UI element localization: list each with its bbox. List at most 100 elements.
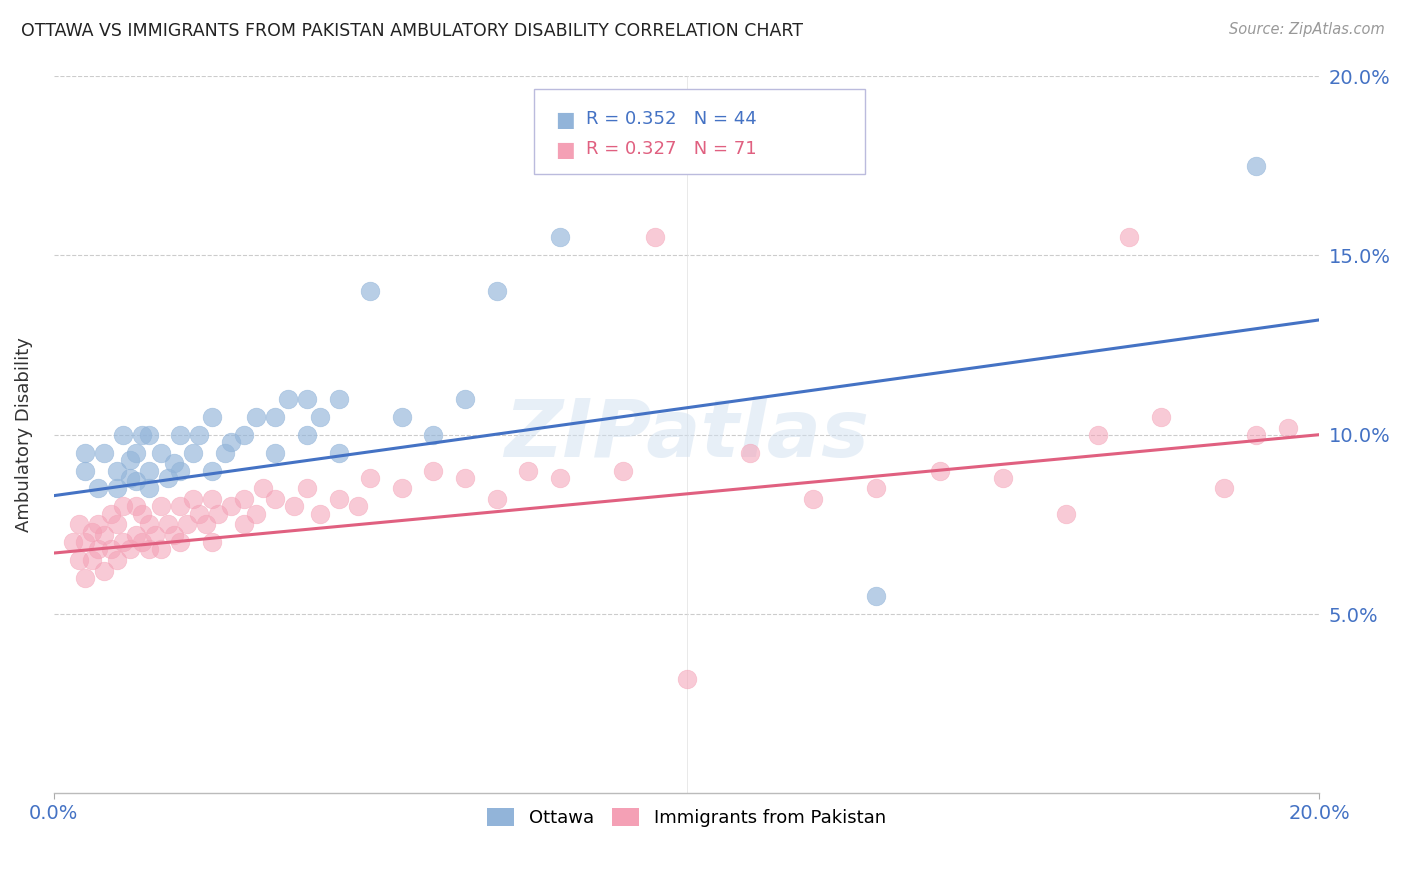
Point: [264, 445, 287, 459]
Text: R = 0.352   N = 44: R = 0.352 N = 44: [586, 110, 756, 128]
Point: [612, 464, 634, 478]
Point: [201, 492, 224, 507]
Point: [422, 464, 444, 478]
Point: [308, 409, 330, 424]
Point: [156, 517, 179, 532]
Point: [245, 409, 267, 424]
Point: [264, 409, 287, 424]
Point: [207, 507, 229, 521]
Point: [801, 492, 824, 507]
Point: [105, 482, 128, 496]
Point: [169, 535, 191, 549]
Point: [131, 535, 153, 549]
Point: [201, 409, 224, 424]
Point: [188, 507, 211, 521]
Point: [346, 500, 368, 514]
Text: R = 0.327   N = 71: R = 0.327 N = 71: [586, 140, 756, 158]
Point: [67, 517, 90, 532]
Point: [112, 427, 135, 442]
Point: [517, 464, 540, 478]
Point: [105, 464, 128, 478]
Point: [252, 482, 274, 496]
Point: [201, 464, 224, 478]
Legend: Ottawa, Immigrants from Pakistan: Ottawa, Immigrants from Pakistan: [481, 801, 893, 835]
Point: [485, 492, 508, 507]
Point: [245, 507, 267, 521]
Text: ■: ■: [555, 110, 575, 129]
Point: [169, 464, 191, 478]
Point: [359, 284, 381, 298]
Point: [150, 542, 173, 557]
Point: [75, 464, 97, 478]
Point: [125, 500, 148, 514]
Point: [80, 553, 103, 567]
Point: [105, 517, 128, 532]
Point: [865, 482, 887, 496]
Point: [138, 517, 160, 532]
Point: [359, 471, 381, 485]
Point: [150, 500, 173, 514]
Point: [232, 427, 254, 442]
Point: [1277, 420, 1299, 434]
Point: [232, 492, 254, 507]
Point: [865, 589, 887, 603]
Point: [422, 427, 444, 442]
Point: [176, 517, 198, 532]
Point: [112, 500, 135, 514]
Point: [62, 535, 84, 549]
Point: [219, 500, 242, 514]
Point: [328, 392, 350, 406]
Point: [454, 392, 477, 406]
Point: [100, 542, 122, 557]
Point: [125, 475, 148, 489]
Point: [112, 535, 135, 549]
Point: [150, 445, 173, 459]
Point: [105, 553, 128, 567]
Point: [80, 524, 103, 539]
Point: [75, 445, 97, 459]
Point: [163, 456, 186, 470]
Point: [169, 427, 191, 442]
Point: [75, 571, 97, 585]
Point: [1118, 230, 1140, 244]
Point: [118, 452, 141, 467]
Y-axis label: Ambulatory Disability: Ambulatory Disability: [15, 337, 32, 533]
Point: [93, 564, 115, 578]
Point: [138, 464, 160, 478]
Point: [1054, 507, 1077, 521]
Point: [131, 507, 153, 521]
Point: [125, 445, 148, 459]
Text: OTTAWA VS IMMIGRANTS FROM PAKISTAN AMBULATORY DISABILITY CORRELATION CHART: OTTAWA VS IMMIGRANTS FROM PAKISTAN AMBUL…: [21, 22, 803, 40]
Point: [138, 427, 160, 442]
Point: [1244, 427, 1267, 442]
Point: [75, 535, 97, 549]
Point: [277, 392, 299, 406]
Point: [87, 517, 110, 532]
Point: [143, 528, 166, 542]
Point: [928, 464, 950, 478]
Point: [93, 528, 115, 542]
Point: [181, 445, 204, 459]
Point: [328, 492, 350, 507]
Point: [232, 517, 254, 532]
Point: [138, 482, 160, 496]
Point: [264, 492, 287, 507]
Point: [295, 392, 318, 406]
Point: [391, 409, 413, 424]
Text: Source: ZipAtlas.com: Source: ZipAtlas.com: [1229, 22, 1385, 37]
Point: [125, 528, 148, 542]
Point: [328, 445, 350, 459]
Point: [1244, 159, 1267, 173]
Point: [118, 542, 141, 557]
Point: [295, 482, 318, 496]
Point: [1087, 427, 1109, 442]
Point: [991, 471, 1014, 485]
Point: [391, 482, 413, 496]
Point: [308, 507, 330, 521]
Point: [548, 230, 571, 244]
Point: [454, 471, 477, 485]
Point: [181, 492, 204, 507]
Point: [169, 500, 191, 514]
Point: [87, 542, 110, 557]
Point: [118, 471, 141, 485]
